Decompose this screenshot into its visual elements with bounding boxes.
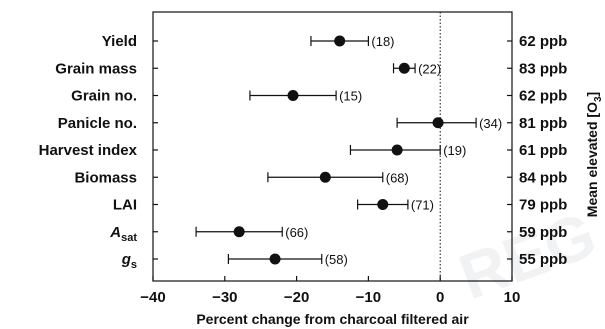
data-row: LAI (71) 79 ppb: [113, 197, 568, 214]
category-label: Yield: [102, 33, 137, 50]
sample-size-label: (18): [371, 34, 394, 49]
category-label: gs: [121, 251, 137, 271]
data-row: Harvest index (19) 61 ppb: [39, 142, 568, 159]
category-label: Grain no.: [71, 88, 137, 105]
x-tick-label: 0: [436, 289, 444, 306]
x-axis: −40 −30 −20 −10 0 10: [140, 276, 520, 306]
category-label: Asat: [109, 224, 137, 244]
mean-point: [319, 171, 331, 183]
ozone-ppb-label: 59 ppb: [519, 224, 567, 241]
x-tick-label: −30: [212, 289, 237, 306]
x-tick-label: 10: [504, 289, 521, 306]
data-row: Grain no. (15) 62 ppb: [71, 88, 567, 105]
ozone-ppb-label: 83 ppb: [519, 60, 567, 77]
mean-point: [432, 117, 444, 129]
mean-point: [398, 62, 410, 74]
ozone-ppb-label: 62 ppb: [519, 88, 567, 105]
sample-size-label: (19): [443, 143, 466, 158]
data-row: Biomass (68) 84 ppb: [74, 169, 567, 186]
sample-size-label: (15): [339, 89, 362, 104]
data-row: Asat (66) 59 ppb: [109, 224, 567, 244]
mean-point: [233, 226, 245, 238]
plot-frame: [152, 11, 513, 282]
data-row: Yield (18) 62 ppb: [102, 33, 568, 50]
sample-size-label: (22): [418, 61, 441, 76]
category-label: LAI: [113, 197, 137, 214]
x-tick-label: −40: [140, 289, 165, 306]
sample-size-label: (58): [325, 252, 348, 267]
x-axis-label: Percent change from charcoal filtered ai…: [196, 311, 469, 327]
sample-size-label: (71): [411, 198, 434, 213]
mean-point: [334, 35, 346, 47]
sample-size-label: (66): [285, 225, 308, 240]
ozone-ppb-label: 79 ppb: [519, 197, 567, 214]
x-tick-label: −20: [284, 289, 309, 306]
right-axis-label: Mean elevated [O3]: [584, 92, 604, 217]
ozone-ppb-label: 61 ppb: [519, 142, 567, 159]
mean-point: [287, 90, 299, 101]
sample-size-label: (68): [386, 170, 409, 185]
ozone-ppb-label: 81 ppb: [519, 115, 567, 132]
category-label: Harvest index: [39, 142, 138, 159]
ozone-ppb-label: 84 ppb: [519, 169, 567, 186]
data-row: Panicle no. (34) 81 ppb: [58, 115, 568, 132]
x-tick-label: −10: [356, 289, 381, 306]
category-label: Biomass: [74, 169, 137, 186]
data-row: Grain mass (22) 83 ppb: [55, 60, 567, 77]
mean-point: [269, 253, 281, 265]
ozone-ppb-label: 62 ppb: [519, 33, 567, 50]
plot-border: [152, 11, 513, 282]
mean-point: [377, 199, 389, 210]
category-label: Grain mass: [55, 60, 137, 77]
data-row: gs (58) 55 ppb: [121, 251, 568, 271]
category-label: Panicle no.: [58, 115, 137, 132]
mean-point: [391, 144, 403, 156]
sample-size-label: (34): [479, 116, 502, 131]
ozone-ppb-label: 55 ppb: [519, 251, 567, 268]
